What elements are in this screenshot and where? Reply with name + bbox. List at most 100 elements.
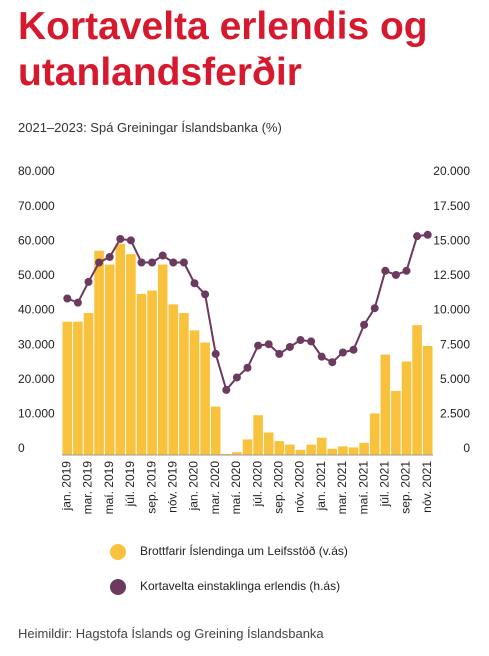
x-tick-label: júl. 2021 [377,461,391,508]
chart-title: Kortavelta erlendis og utanlandsferðir [18,5,428,94]
line-point [201,290,210,299]
line-point [296,336,305,345]
bar [232,452,242,455]
line-point [148,258,157,267]
line-point [338,348,347,357]
line-point [423,230,432,239]
x-tick-label: jan. 2019 [59,461,73,512]
bar [147,290,157,455]
line-point [158,251,167,260]
y2-tick-label: 12.500 [433,268,470,282]
y2-tick-label: 15.000 [433,233,470,247]
y2-tick-label: 0 [463,441,470,455]
x-tick-label: nóv. 2021 [420,461,434,513]
line-point [126,236,135,245]
y-tick-label: 30.000 [18,337,55,351]
legend-label: Brottfarir Íslendinga um Leifsstöð (v.ás… [140,543,348,558]
bar [285,444,295,455]
bar [94,250,104,455]
y-tick-label: 0 [18,441,25,455]
line-point [328,358,337,367]
x-tick-label: jan. 2020 [187,461,201,512]
line-point [105,252,114,261]
line-point [232,373,241,382]
y-tick-label: 80.000 [18,164,55,178]
x-tick-label: sep. 2020 [271,461,285,514]
bar [295,449,306,455]
x-tick-label: sep. 2019 [144,461,158,514]
bar [179,313,189,455]
bar [168,304,179,455]
x-tick-label: júl. 2020 [250,461,264,508]
bar [189,330,200,455]
y-tick-label: 10.000 [18,407,55,421]
bar [62,321,73,455]
line-point [285,342,294,351]
bar [338,446,348,455]
line-point [370,304,379,313]
bar [104,264,115,455]
chart-subtitle: 2021–2023: Spá Greiningar Íslandsbanka (… [18,120,282,135]
bar [348,447,359,455]
bar [73,321,83,455]
y-tick-label: 70.000 [18,199,55,213]
y2-tick-label: 5.000 [440,372,470,386]
bar [391,390,401,455]
y-tick-label: 20.000 [18,372,55,386]
line-point [179,258,188,267]
bar [210,406,221,455]
line-point [391,270,400,279]
line-point [349,345,358,354]
line-point [307,337,316,346]
line-point [211,349,220,358]
bar [115,243,126,455]
line-point [116,234,125,243]
line-point [264,340,273,349]
bar [412,325,422,455]
line-point [137,258,146,267]
x-tick-label: mar. 2020 [208,461,222,515]
bar [126,254,136,455]
line-point [169,258,178,267]
bar [380,354,391,455]
y-tick-label: 40.000 [18,303,55,317]
x-tick-label: maí. 2021 [356,461,370,515]
y-tick-label: 60.000 [18,233,55,247]
bar [369,413,380,455]
bar [359,442,369,455]
bar [316,437,327,455]
bar [401,361,412,455]
y2-tick-label: 17.500 [433,199,470,213]
x-tick-label: nóv. 2020 [293,461,307,513]
line-point [381,266,390,275]
x-tick-label: maí. 2019 [102,461,116,515]
y2-tick-label: 20.000 [433,164,470,178]
bar [242,439,253,455]
bar [200,342,210,455]
line-point [95,258,104,267]
bar [263,432,274,455]
legend-marker [110,579,126,595]
legend-label: Kortavelta einstaklinga erlendis (h.ás) [140,579,340,593]
line-point [84,277,93,286]
bar [306,444,316,455]
chart: 0 10.000 20.000 30.000 40.000 50.000 60.000 70.… [18,164,470,595]
bar [422,345,433,455]
x-tick-label: nóv. 2019 [165,461,179,513]
x-tick-label: mar. 2021 [335,461,349,515]
y-tick-label: 50.000 [18,268,55,282]
x-tick-label: mar. 2019 [81,461,95,515]
line-point [254,341,263,350]
line-point [402,266,411,275]
bar [83,313,94,455]
bar [327,448,338,455]
y2-tick-label: 7.500 [440,337,470,351]
bar [253,415,263,455]
line-point [317,352,326,361]
bar [221,453,232,455]
x-tick-label: jan. 2021 [314,461,328,512]
legend-marker [110,544,126,560]
line-point [413,232,422,241]
bar [157,264,168,455]
